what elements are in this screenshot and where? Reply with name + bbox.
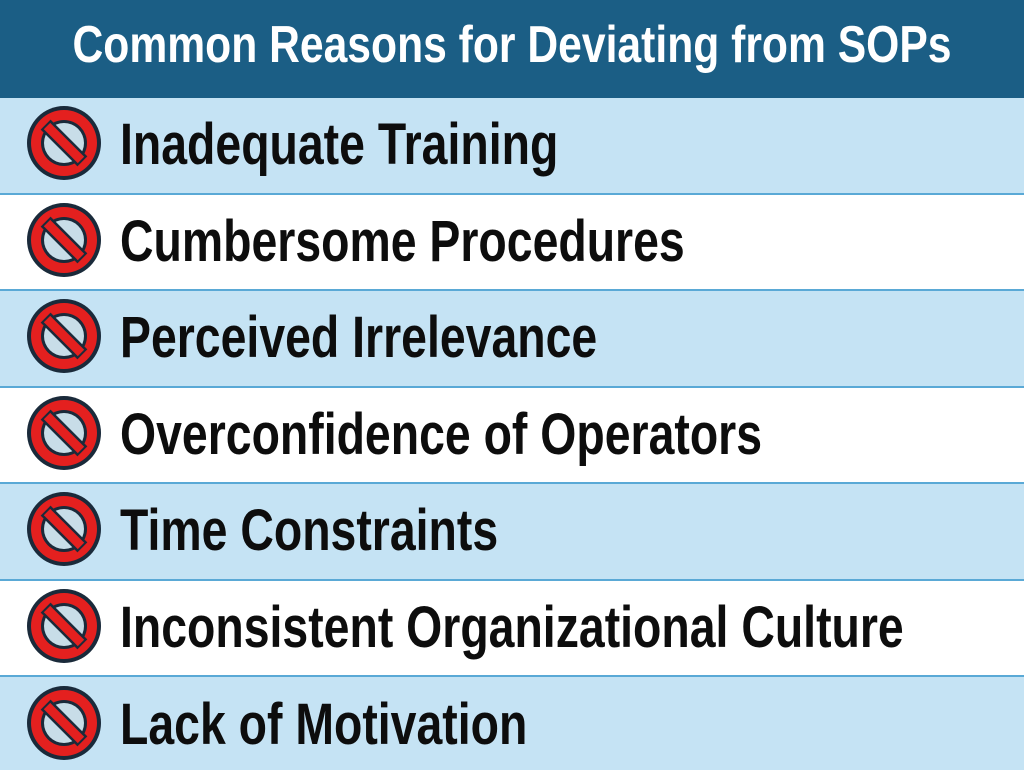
prohibited-icon [24,586,104,666]
list-item-label: Cumbersome Procedures [120,208,685,274]
list-item: Overconfidence of Operators [0,387,1024,484]
list-item: Time Constraints [0,484,1024,581]
prohibited-icon [24,103,104,183]
prohibited-icon [24,393,104,473]
list-item: Inconsistent Organizational Culture [0,580,1024,677]
reasons-list: Inadequate Training Cumbersome Procedure… [0,98,1024,770]
prohibited-icon [24,200,104,280]
list-item: Cumbersome Procedures [0,194,1024,291]
prohibited-icon [24,683,104,763]
list-item-label: Time Constraints [120,498,499,564]
list-item-label: Inadequate Training [120,112,559,178]
list-item-label: Lack of Motivation [120,692,528,757]
header-bar: Common Reasons for Deviating from SOPs [0,0,1024,98]
prohibited-icon [24,489,104,569]
list-item: Inadequate Training [0,98,1024,195]
list-item-label: Overconfidence of Operators [120,401,763,467]
page-title: Common Reasons for Deviating from SOPs [72,16,952,74]
list-item: Lack of Motivation [0,677,1024,770]
list-item-label: Perceived Irrelevance [120,305,598,371]
prohibited-icon [24,296,104,376]
list-item: Perceived Irrelevance [0,291,1024,388]
list-item-label: Inconsistent Organizational Culture [120,594,904,660]
